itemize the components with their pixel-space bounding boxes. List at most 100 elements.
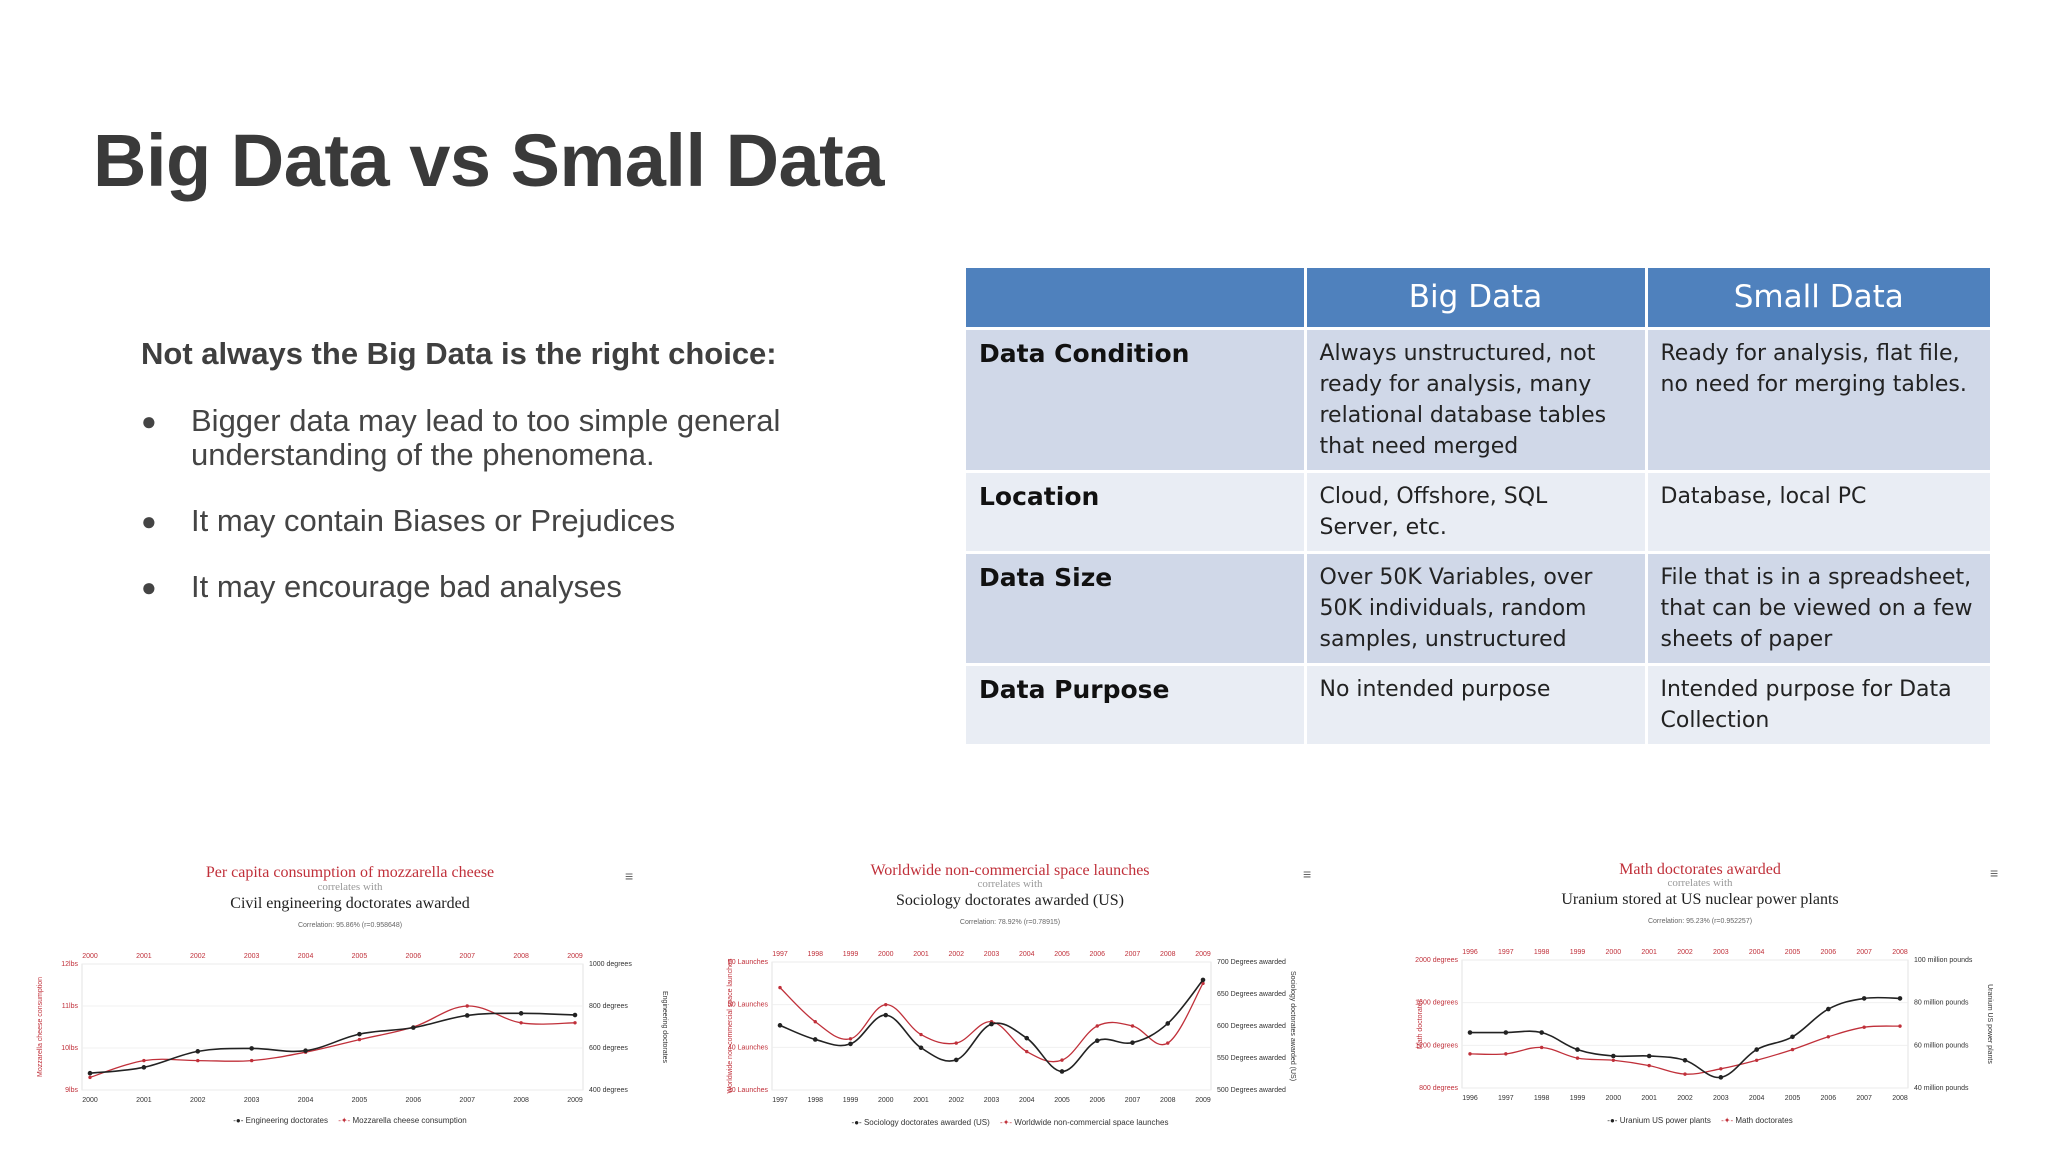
red-line-marker-icon: -✦- (1721, 1116, 1734, 1125)
x-bottom-tick-label: 2005 (352, 1097, 368, 1104)
table-row: Location Cloud, Offshore, SQL Server, et… (966, 469, 1990, 552)
x-top-tick-label: 2002 (948, 951, 964, 958)
chart-mozzarella-engineering: Per capita consumption of mozzarella che… (37, 850, 668, 1152)
black-line-marker-icon: -●- (233, 1116, 244, 1125)
data-point (1718, 1075, 1724, 1080)
y-right-tick-label: 100 million pounds (1914, 957, 1973, 964)
y-left-tick-label: 1200 degrees (1415, 1042, 1458, 1049)
x-top-tick-label: 2003 (244, 953, 260, 960)
chart-correlation: Correlation: 95.86% (r=0.958648) (297, 922, 403, 929)
x-bottom-tick-label: 2006 (406, 1097, 422, 1104)
data-point (1575, 1047, 1580, 1052)
bullet-list: ● Bigger data may lead to too simple gene… (141, 404, 841, 636)
x-bottom-tick-label: 2001 (1641, 1095, 1657, 1102)
plot-frame (1461, 959, 1909, 1089)
x-top-tick-label: 2004 (1749, 949, 1765, 956)
data-point (195, 1049, 201, 1054)
data-point (813, 1020, 817, 1024)
x-bottom-tick-label: 2005 (1785, 1095, 1801, 1102)
x-bottom-tick-label: 2004 (1019, 1097, 1035, 1104)
y-right-tick-label: 40 million pounds (1914, 1085, 1969, 1092)
hamburger-menu-icon[interactable]: ≡ (1303, 866, 1312, 882)
x-top-tick-label: 2007 (1856, 949, 1872, 956)
y-right-tick-label: 700 Degrees awarded (1217, 959, 1286, 966)
x-top-tick-label: 2008 (513, 953, 529, 960)
legend-label: Worldwide non-commercial space launches (1014, 1118, 1169, 1127)
data-point (303, 1048, 308, 1054)
x-bottom-tick-label: 2009 (567, 1097, 583, 1104)
chart-correlation: Correlation: 95.23% (r=0.952257) (1647, 918, 1753, 925)
data-point (1826, 1035, 1831, 1039)
big-data-cell: Always unstructured, not ready for analy… (1305, 326, 1648, 471)
x-top-tick-label: 1999 (1570, 949, 1586, 956)
data-point (918, 1045, 924, 1051)
data-point (1611, 1053, 1616, 1059)
data-point (519, 1021, 523, 1025)
y-right-tick-label: 600 Degrees awarded (1217, 1023, 1286, 1030)
bullet-item: ● It may contain Biases or Prejudices (141, 504, 841, 538)
y-right-tick-label: 800 degrees (589, 1003, 628, 1010)
data-point (1861, 996, 1867, 1001)
x-top-tick-label: 2003 (1713, 949, 1729, 956)
data-point (1897, 996, 1903, 1001)
data-point (1862, 1025, 1866, 1029)
data-point (1025, 1049, 1029, 1054)
x-top-tick-label: 2007 (1125, 951, 1141, 958)
legend-item: -✦- Math doctorates (1721, 1116, 1793, 1125)
data-point (1647, 1063, 1651, 1068)
y-right-tick-label: 550 Degrees awarded (1217, 1055, 1286, 1062)
x-top-tick-label: 2000 (878, 951, 894, 958)
legend-label: Mozzarella cheese consumption (352, 1116, 467, 1125)
x-top-tick-label: 2009 (1195, 951, 1211, 958)
small-data-cell: File that is in a spreadsheet, that can … (1646, 550, 1990, 664)
hamburger-menu-icon[interactable]: ≡ (1990, 865, 1999, 881)
x-bottom-tick-label: 1996 (1462, 1095, 1478, 1102)
x-bottom-tick-label: 1997 (1498, 1095, 1514, 1102)
data-point (1468, 1052, 1472, 1056)
data-point (196, 1058, 200, 1063)
x-top-tick-label: 2001 (913, 951, 929, 958)
y-left-tick-label: 50 Launches (728, 1002, 769, 1009)
x-top-tick-label: 2005 (352, 953, 368, 960)
data-point (1539, 1030, 1544, 1035)
y-right-tick-label: 60 million pounds (1914, 1042, 1969, 1049)
x-top-tick-label: 2001 (1641, 949, 1657, 956)
x-bottom-tick-label: 2006 (1089, 1097, 1105, 1104)
chart-plot: 60 Launches 50 Launches 40 Launches 30 Laun… (727, 951, 1296, 1104)
data-point (1166, 1041, 1170, 1045)
chart-space-launches-sociology: Worldwide non-commercial space launches … (700, 850, 1320, 1152)
header-cell-big-data: Big Data (1305, 268, 1648, 328)
plot-frame (81, 963, 584, 1091)
data-point (1504, 1052, 1508, 1056)
bullet-text: It may contain Biases or Prejudices (191, 503, 676, 538)
red-line-marker-icon: -✦- (338, 1116, 351, 1125)
data-point (1754, 1058, 1759, 1062)
data-point (953, 1057, 959, 1063)
x-top-tick-label: 1998 (807, 951, 823, 958)
data-point (357, 1037, 362, 1042)
bullet-icon: ● (141, 506, 157, 536)
bullet-item: ● Bigger data may lead to too simple gene… (141, 404, 841, 472)
data-point (142, 1058, 146, 1063)
legend-item: -✦- Worldwide non-commercial space launc… (1000, 1118, 1168, 1127)
data-point (573, 1021, 577, 1025)
legend-item: -●- Uranium US power plants (1607, 1116, 1711, 1125)
intro-text: Not always the Big Data is the right cho… (141, 336, 777, 371)
y-left-tick-label: 40 Launches (728, 1044, 769, 1051)
y-right-tick-label: 650 Degrees awarded (1217, 991, 1286, 998)
hamburger-menu-icon[interactable]: ≡ (625, 868, 634, 884)
big-data-cell: Cloud, Offshore, SQL Server, etc. (1305, 469, 1648, 552)
x-bottom-tick-label: 2000 (82, 1097, 98, 1104)
data-point (777, 1023, 783, 1028)
legend-item: -●- Sociology doctorates awarded (US) (852, 1118, 990, 1127)
x-bottom-tick-label: 2008 (513, 1097, 529, 1104)
x-bottom-tick-label: 2008 (1892, 1095, 1908, 1102)
data-point (1646, 1053, 1652, 1059)
data-point (141, 1065, 147, 1070)
data-point (411, 1025, 416, 1030)
y-left-tick-label: 30 Launches (728, 1087, 769, 1094)
x-top-tick-label: 1997 (772, 951, 788, 958)
y-left-axis-label: Worldwide non-commercial space launches (727, 958, 734, 1093)
data-point (357, 1031, 362, 1037)
series-line-red (89, 1005, 576, 1079)
